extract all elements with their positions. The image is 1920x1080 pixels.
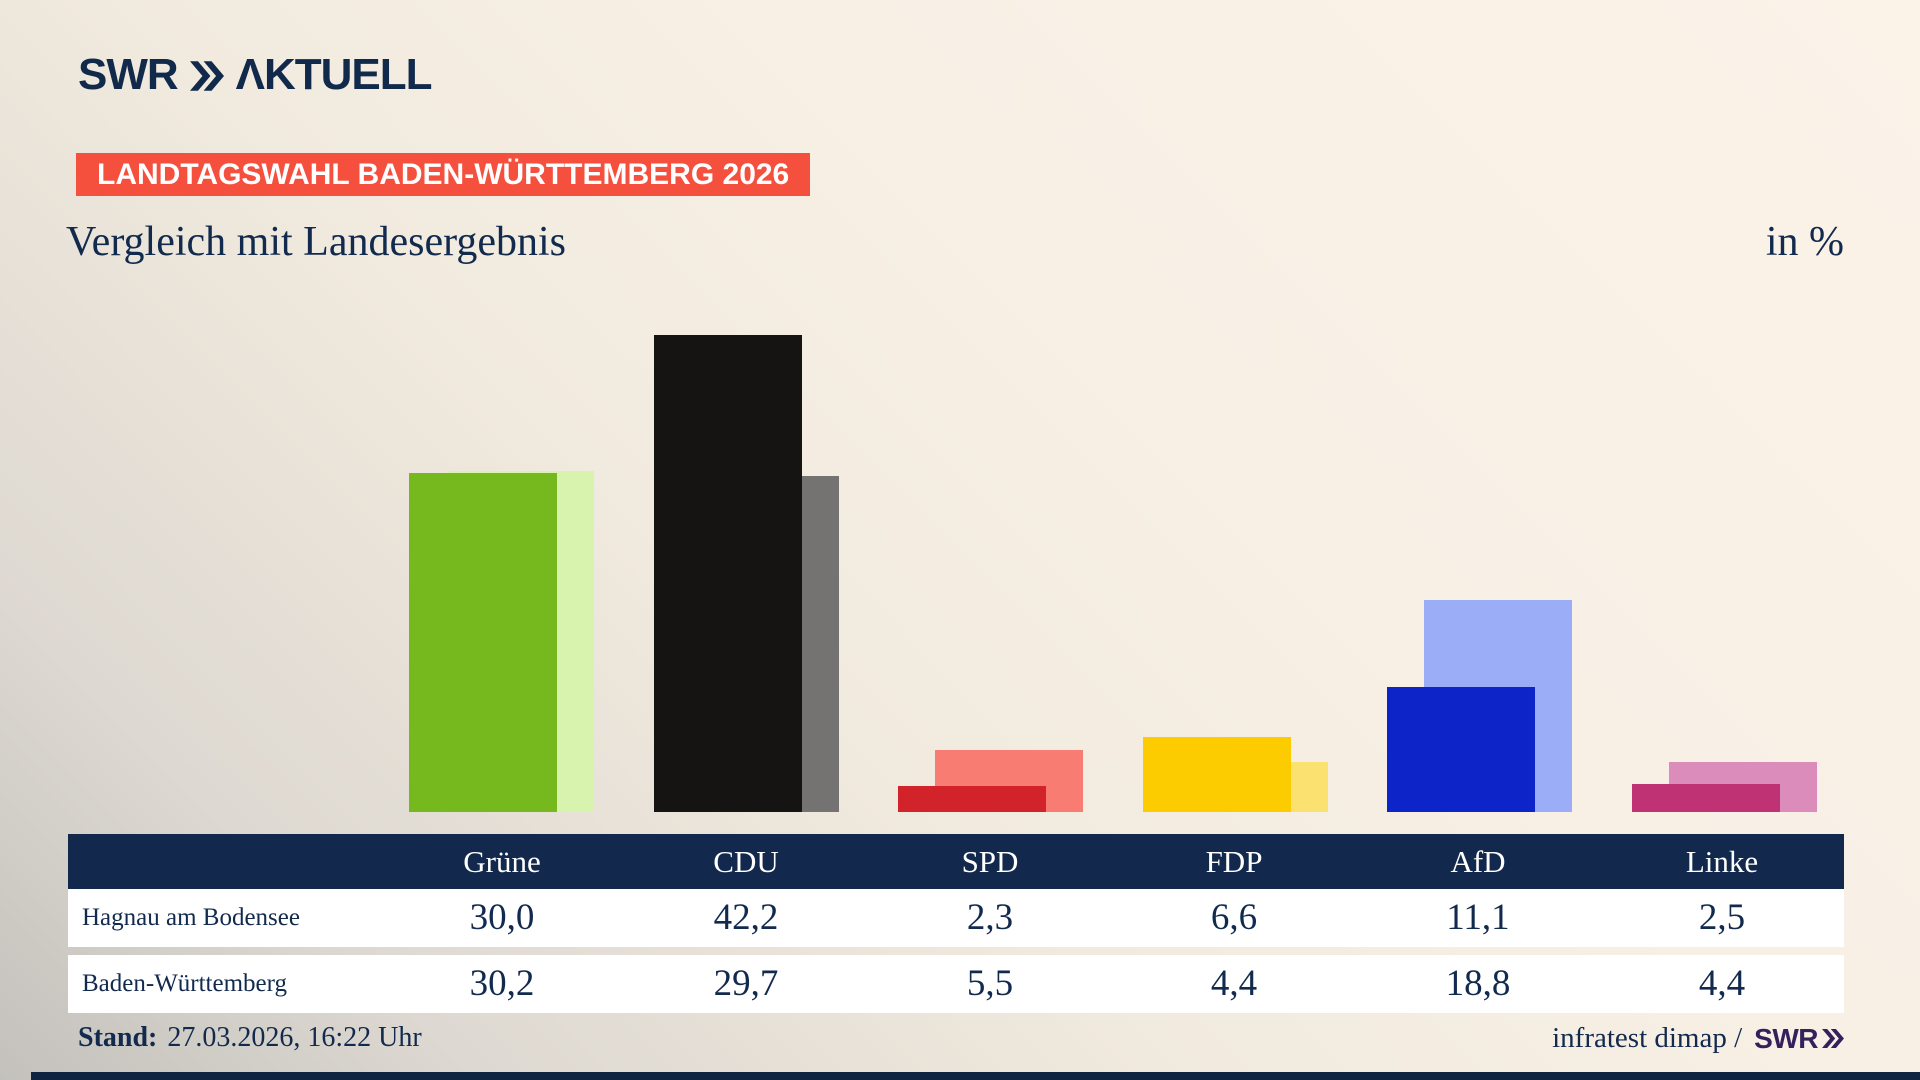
- local-bar-linke: [1632, 784, 1780, 812]
- credit-brand: SWR: [1754, 1023, 1844, 1055]
- cell-value: 6,6: [1210, 897, 1258, 938]
- table-header-gruene: Grüne: [463, 844, 541, 879]
- table-header-row: Grüne CDU SPD FDP AfD Linke: [68, 834, 1844, 889]
- row-label: Hagnau am Bodensee: [82, 904, 300, 931]
- bar-chart: [409, 335, 1817, 812]
- cell-value: 42,2: [713, 897, 779, 938]
- cell-value: 11,1: [1446, 897, 1510, 938]
- chart-title: Vergleich mit Landesergebnis: [66, 219, 566, 265]
- topic-badge: LANDTAGSWAHL BADEN-WÜRTTEMBERG 2026: [76, 153, 811, 196]
- table-header-empty: [68, 834, 380, 889]
- cell-value: 30,0: [469, 897, 535, 938]
- local-bar-cdu: [653, 335, 802, 812]
- row-label: Baden-Württemberg: [82, 970, 288, 997]
- table-header-spd: SPD: [961, 844, 1019, 879]
- stand-line: Stand: 27.03.2026, 16:22 Uhr: [78, 1022, 422, 1054]
- table-header-cdu: CDU: [713, 844, 779, 879]
- credit-line: infratest dimap / SWR: [1552, 1022, 1844, 1055]
- cell-value: 2,5: [1698, 897, 1746, 938]
- table-header-fdp: FDP: [1205, 844, 1263, 879]
- local-bar-afd: [1387, 687, 1536, 812]
- swr-aktuell-logo: SWR ΛKTUELL: [78, 50, 433, 100]
- logo-aktuell-text: ΛKTUELL: [235, 50, 433, 99]
- table-row-hagnau: Hagnau am Bodensee 30,0 42,2 2,3 6,6 11,…: [68, 889, 1844, 947]
- cell-value: 2,3: [966, 897, 1014, 938]
- swr-chevrons-icon: [1822, 1029, 1844, 1048]
- bottom-accent-bar: [31, 1072, 1920, 1080]
- table-header-afd: AfD: [1450, 844, 1506, 879]
- logo-swr-text: SWR: [78, 50, 179, 99]
- table-header-linke: Linke: [1685, 844, 1759, 879]
- cell-value: 4,4: [1698, 963, 1746, 1004]
- credit-brand-text: SWR: [1754, 1022, 1818, 1054]
- stand-label: Stand:: [78, 1022, 158, 1053]
- cell-value: 4,4: [1210, 963, 1258, 1004]
- cell-value: 18,8: [1445, 963, 1511, 1004]
- unit-label: in %: [1765, 219, 1844, 265]
- local-bar-spd: [898, 786, 1047, 812]
- local-bar-gr-ne: [409, 473, 557, 812]
- local-bar-fdp: [1142, 737, 1291, 812]
- table-row-baden-wuerttemberg: Baden-Württemberg 30,2 29,7 5,5 4,4 18,8…: [68, 955, 1844, 1013]
- cell-value: 30,2: [469, 963, 535, 1004]
- stand-value: 27.03.2026, 16:22 Uhr: [167, 1022, 422, 1053]
- results-table: Grüne CDU SPD FDP AfD Linke Hagnau am Bo…: [68, 834, 1844, 1013]
- cell-value: 29,7: [713, 963, 779, 1004]
- cell-value: 5,5: [966, 963, 1014, 1004]
- credit-text: infratest dimap /: [1552, 1022, 1743, 1054]
- swr-chevrons-icon: [189, 61, 224, 91]
